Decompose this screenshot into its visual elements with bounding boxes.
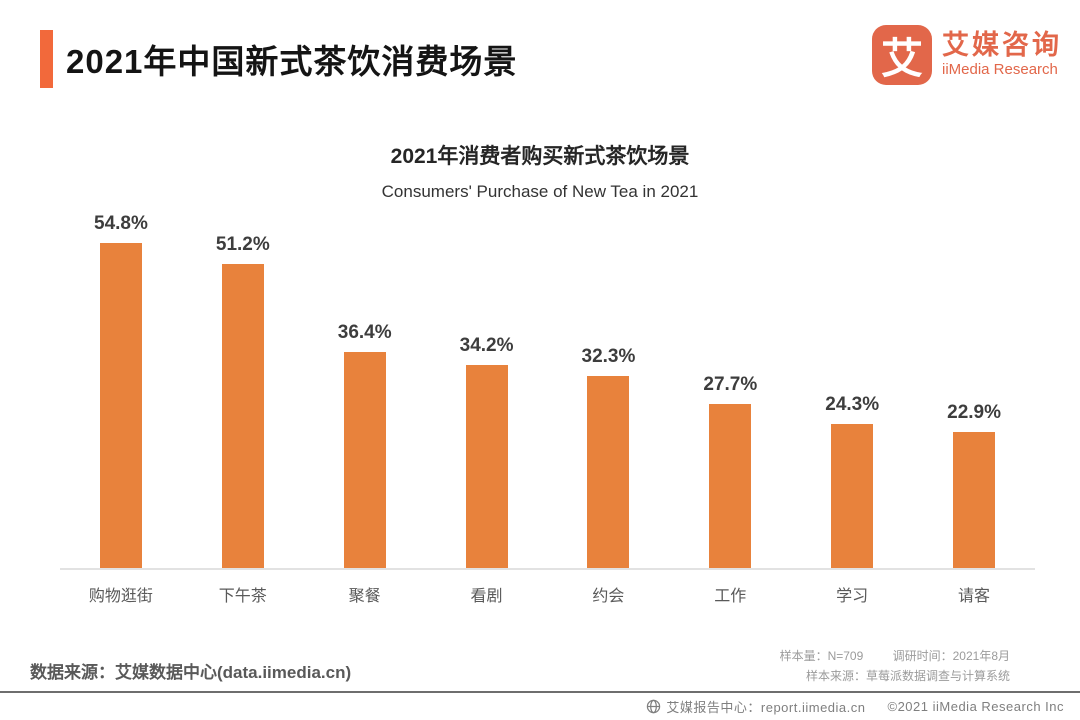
title-accent-bar — [40, 30, 53, 88]
logo-text: 艾媒咨询 iiMedia Research — [942, 30, 1062, 79]
category-label: 看剧 — [470, 588, 503, 605]
sample-source: 样本来源：草莓派数据调查与计算系统 — [805, 669, 1010, 683]
bar-value-label: 51.2% — [215, 234, 270, 255]
logo-name-cn: 艾媒咨询 — [942, 30, 1062, 61]
bar — [343, 352, 386, 568]
page-title: 2021年中国新式茶饮消费场景 — [66, 43, 518, 80]
survey-time: 调研时间：2021年8月 — [892, 649, 1010, 663]
category-label: 购物逛街 — [88, 588, 153, 605]
bar-value-label: 54.8% — [94, 213, 148, 234]
survey-info: 样本量：N=709 调研时间：2021年8月 样本来源：草莓派数据调查与计算系统 — [780, 646, 1010, 686]
bar-value-label: 24.3% — [825, 394, 880, 415]
iimedia-logo-icon: 艾 — [872, 25, 932, 85]
footer-divider — [0, 691, 1080, 693]
sample-size: 样本量：N=709 — [779, 649, 864, 663]
bar-chart-plot: 54.8% 51.2% 36.4% 34.2% 32.3% 27.7% 24.3% 22.9% — [60, 205, 1035, 570]
bar-value-label: 22.9% — [947, 402, 1001, 423]
bar — [709, 404, 752, 568]
bar — [831, 424, 874, 568]
chart-titles: 2021年消费者购买新式茶饮场景 Consumers' Purchase of … — [0, 140, 1080, 202]
logo-name-en: iiMedia Research — [942, 60, 1058, 78]
category-label: 聚餐 — [348, 588, 381, 605]
bar-column: 34.2% — [426, 205, 548, 568]
footer: 艾媒报告中心：report.iimedia.cn ©2021 iiMedia R… — [646, 697, 1064, 716]
category-label: 请客 — [958, 588, 991, 605]
iimedia-logo: 艾 艾媒咨询 iiMedia Research — [872, 25, 1062, 85]
chart-title: 2021年消费者购买新式茶饮场景 — [390, 145, 690, 168]
category-axis: 购物逛街 下午茶 聚餐 看剧 约会 工作 学习 请客 — [60, 582, 1035, 606]
bar-column: 54.8% — [60, 205, 182, 568]
bar-column: 32.3% — [548, 205, 670, 568]
data-source-note: 数据来源：艾媒数据中心(data.iimedia.cn) — [30, 663, 352, 682]
bar-column: 24.3% — [791, 205, 913, 568]
bar — [99, 243, 142, 568]
survey-info-line1: 样本量：N=709 调研时间：2021年8月 — [780, 646, 1010, 666]
globe-icon — [646, 699, 661, 714]
bar-column: 27.7% — [669, 205, 791, 568]
category-label: 学习 — [836, 588, 869, 605]
bar — [221, 264, 264, 568]
bar-value-label: 34.2% — [459, 335, 514, 356]
bar-value-label: 27.7% — [703, 374, 758, 395]
category-label: 下午茶 — [218, 588, 267, 605]
bar-value-label: 32.3% — [581, 346, 636, 367]
bar-column: 36.4% — [304, 205, 426, 568]
category-label: 约会 — [592, 588, 625, 605]
bar-value-label: 36.4% — [337, 322, 392, 343]
footer-report-center: 艾媒报告中心：report.iimedia.cn — [666, 700, 866, 715]
category-label: 工作 — [714, 588, 747, 605]
bar — [953, 432, 996, 568]
bar-column: 51.2% — [182, 205, 304, 568]
footer-copyright: ©2021 iiMedia Research Inc — [887, 699, 1064, 714]
bar — [587, 376, 630, 568]
bar-column: 22.9% — [913, 205, 1035, 568]
header: 2021年中国新式茶饮消费场景 艾 艾媒咨询 iiMedia Research — [0, 0, 1080, 110]
chart-subtitle: Consumers' Purchase of New Tea in 2021 — [381, 182, 699, 201]
bar — [465, 365, 508, 568]
